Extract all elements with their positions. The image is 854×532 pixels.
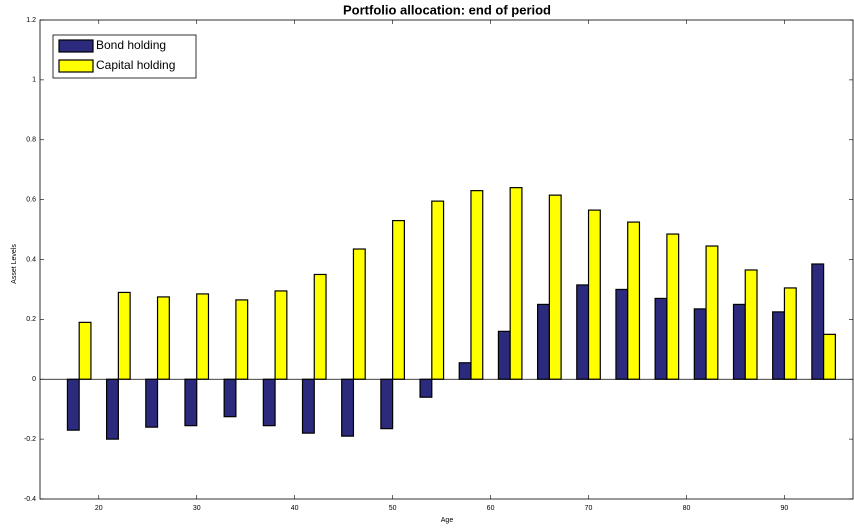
plot-area [39,19,854,500]
bar [536,303,550,380]
bar [732,303,746,380]
y-tick-label: -0.2 [24,436,36,443]
bar [392,219,405,380]
bar [744,269,758,380]
y-tick-label: 1 [32,77,36,84]
bar [576,284,590,380]
y-tick-label: 0.6 [26,196,36,203]
bar [156,296,170,380]
bar [497,330,511,380]
y-axis-label: Asset Levels [11,244,18,284]
bar [823,333,836,380]
y-tick-label: -0.4 [24,496,36,503]
bar [431,200,445,380]
bar [352,248,366,380]
bar [301,378,315,434]
bar [548,194,562,380]
y-tick-label: 0.4 [26,256,36,263]
bar [184,378,198,427]
bar [654,297,668,380]
bar [274,290,288,380]
legend-label: Capital holding [96,58,175,72]
bar [666,233,680,380]
bar [458,362,472,380]
x-axis-label: Age [441,517,454,524]
x-tick-label: 70 [585,505,593,512]
bar [235,299,249,380]
bar [223,378,237,418]
bar [78,321,92,380]
legend-swatch [58,39,94,53]
chart-title: Portfolio allocation: end of period [343,2,551,17]
bar [380,378,394,430]
bar [419,378,433,398]
x-tick-label: 80 [683,505,691,512]
x-tick-label: 20 [95,505,103,512]
bar [262,378,276,427]
bar [117,291,131,380]
bar [615,288,629,380]
y-tick-label: 0.8 [26,137,36,144]
bar [196,293,210,380]
x-tick-label: 30 [193,505,201,512]
bar [627,221,641,380]
y-tick-label: 0.2 [26,316,36,323]
bar [145,378,159,428]
bar [772,311,786,380]
x-tick-label: 60 [487,505,495,512]
bar [811,263,825,380]
y-tick-label: 1.2 [26,17,36,24]
bar [693,308,707,380]
bar [313,273,327,380]
bar [705,245,719,380]
bar [66,378,80,431]
legend-label: Bond holding [96,38,166,52]
bar [509,187,523,380]
bar [470,190,484,380]
x-tick-label: 90 [781,505,789,512]
legend-swatch [58,59,94,73]
x-tick-label: 40 [291,505,299,512]
bar [783,287,797,380]
y-tick-label: 0 [32,376,36,383]
bar [341,378,355,437]
bar [106,378,119,440]
x-tick-label: 50 [389,505,397,512]
bar [587,209,601,380]
